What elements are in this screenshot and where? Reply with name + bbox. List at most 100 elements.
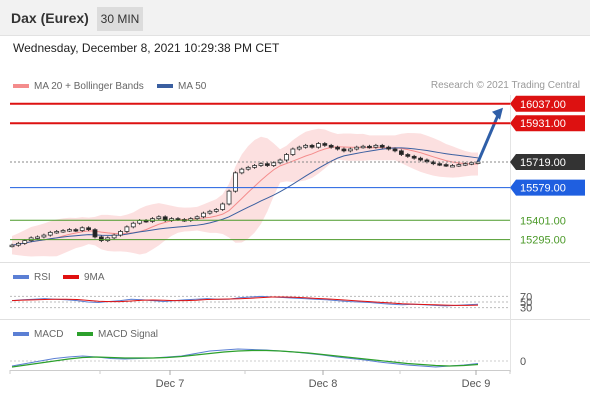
candle-body [341,148,347,152]
level-label-4: 15401.00 [520,215,566,227]
x-tick-label-1: Dec 8 [309,378,338,390]
candle-body [54,231,60,234]
ma50-line [11,147,479,246]
legend-macd-label: MACD [34,329,64,340]
macd-signal-swatch-icon [77,332,93,337]
candle-body [118,231,123,236]
candle-body [284,154,289,161]
chart-header: Dax (Eurex) 30 MIN [0,0,590,36]
candle-body [328,144,334,148]
candle-body [213,209,219,212]
legend-rsi-9ma: 9MA [63,272,105,283]
candle-body [335,146,340,150]
candle-body [430,161,436,165]
candle-body [124,226,130,232]
candle-body [456,164,462,167]
candle-body [67,229,72,232]
ma50-swatch-icon [157,84,173,89]
macd-zero-label: 0 [520,356,526,368]
rsi-swatch-icon [13,275,29,280]
level-label-3: 15579.00 [520,183,566,195]
projection-arrow-head-icon [492,107,503,120]
candle-body [398,150,404,155]
rsi-line [11,295,479,307]
candle-body [226,190,232,205]
candle-body [86,227,92,231]
candle-body [443,164,449,167]
candle-body [35,236,40,239]
candle-body [290,148,296,155]
candle-body [360,145,366,149]
candle-body [258,163,264,166]
legend-rsi-label: RSI [34,272,51,283]
bollinger-band-area [12,128,478,257]
projection-arrow-line [476,112,501,163]
candle-body [450,165,455,168]
level-label-bg-5 [514,232,574,247]
candle-body [15,242,21,246]
candle-body [354,146,360,150]
ma20-swatch-icon [13,84,29,89]
candle-body [277,159,283,164]
level-label-5: 15295.00 [520,235,566,247]
interval-button[interactable]: 30 MIN [97,7,143,31]
legend-macd-signal: MACD Signal [77,329,158,340]
level-tag-3 [510,179,585,196]
macd-line [11,348,479,368]
candle-body [111,234,117,239]
level-tag-1 [510,115,585,132]
candle-body [373,144,379,148]
candle-body [156,216,162,220]
candle-body [392,148,398,152]
legend-ma20-label: MA 20 + Bollinger Bands [34,81,144,92]
candle-body [367,145,372,149]
candle-body [264,163,270,166]
legend-ma50-label: MA 50 [178,81,207,92]
candle-body [245,166,251,170]
level-label-0: 16037.00 [520,99,566,111]
candle-body [92,229,98,238]
candle-body [303,144,309,148]
candle-body [322,143,328,146]
x-tick-label-0: Dec 7 [156,378,185,390]
candle-body [296,146,302,150]
level-tag-2 [510,154,585,171]
x-tick-label-2: Dec 9 [462,378,491,390]
candle-body [271,162,277,166]
chart-datetime: Wednesday, December 8, 2021 10:29:38 PM … [13,41,280,55]
rsi-level-label-1: 50 [520,297,532,309]
candle-body [137,220,143,224]
level-tag-0 [510,95,585,112]
candle-body [73,229,79,232]
candle-body [316,143,321,148]
candle-body [309,144,315,148]
level-label-bg-4 [514,213,574,228]
candle-body [411,155,417,159]
legend-macd: MACD [13,329,63,340]
candle-body [347,148,353,152]
rsi-level-label-2: 30 [520,303,532,315]
candle-body [22,240,28,244]
level-label-2: 15719.00 [520,157,566,169]
credit-text: Research © 2021 Trading Central [430,80,580,91]
candle-body [9,244,15,248]
candle-body [47,231,53,236]
candle-body [130,222,136,228]
candle-body [41,234,47,238]
candle-body [462,163,468,166]
candle-body [386,146,392,150]
candle-body [233,172,238,192]
level-label-1: 15931.00 [520,118,566,130]
legend-rsi-9ma-label: 9MA [84,272,105,283]
candle-body [98,236,104,242]
macd-swatch-icon [13,332,29,337]
candle-body [405,154,411,157]
candle-body [207,210,213,214]
candle-body [379,144,385,148]
rsi-9ma-swatch-icon [63,275,79,280]
candle-body [194,216,200,220]
candle-body [239,168,245,174]
candle-body [418,157,423,161]
candle-body [201,212,206,218]
